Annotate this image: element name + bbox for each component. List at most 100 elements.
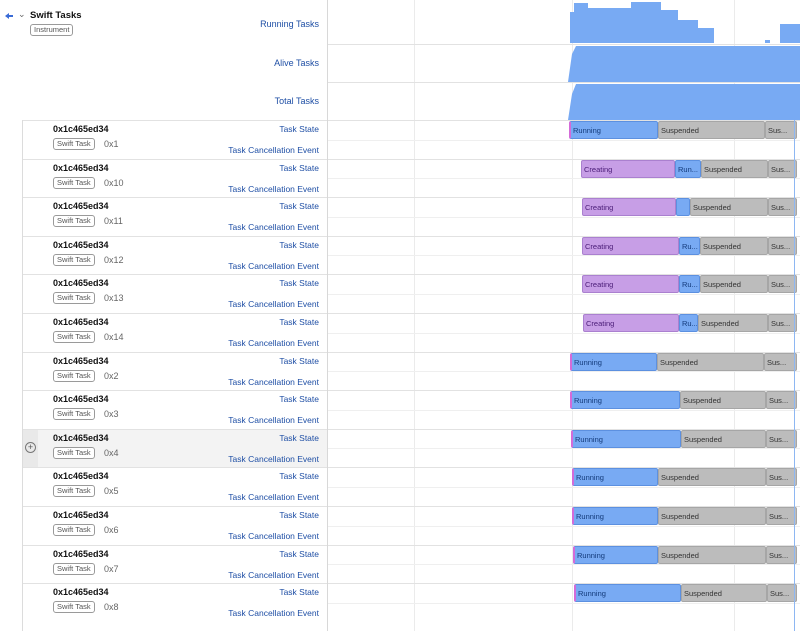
row-separator — [22, 313, 327, 314]
state-segment-creating[interactable]: Creating — [582, 236, 679, 255]
state-segment-creating[interactable]: Creating — [583, 314, 679, 332]
task-state-label[interactable]: Task State — [279, 201, 319, 212]
task-row[interactable]: 0x1c465ed34 Swift Task 0x2 Task State Ta… — [22, 352, 327, 391]
task-id: 0x11 — [104, 216, 123, 227]
state-segment-creating[interactable]: Creating — [581, 159, 675, 178]
state-segment-running[interactable]: Running — [571, 429, 681, 448]
state-segment-suspended[interactable]: Sus... — [768, 236, 797, 255]
task-cancellation-label[interactable]: Task Cancellation Event — [228, 183, 319, 194]
state-segment-suspended[interactable]: Sus... — [768, 314, 797, 332]
state-segment-suspended[interactable]: Suspended — [700, 236, 768, 255]
state-segment-suspended[interactable]: Sus... — [768, 159, 797, 178]
task-state-label[interactable]: Task State — [279, 239, 319, 250]
task-cancellation-label[interactable]: Task Cancellation Event — [228, 492, 319, 503]
panel-divider[interactable] — [327, 0, 328, 631]
task-row[interactable]: 0x1c465ed34 Swift Task 0x5 Task State Ta… — [22, 467, 327, 506]
state-segment-running[interactable]: Ru... — [679, 236, 700, 255]
state-segment-suspended[interactable]: Sus... — [765, 121, 797, 139]
state-segment-running[interactable]: Ru... — [679, 275, 700, 294]
task-row[interactable]: 0x1c465ed34 Swift Task 0x11 Task State T… — [22, 197, 327, 236]
task-cancellation-label[interactable]: Task Cancellation Event — [228, 260, 319, 271]
playhead-line[interactable] — [794, 120, 795, 631]
task-cancellation-label[interactable]: Task Cancellation Event — [228, 376, 319, 387]
task-row[interactable]: 0x1c465ed34 Swift Task 0x8 Task State Ta… — [22, 583, 327, 622]
state-segment-suspended[interactable]: Suspended — [658, 545, 766, 564]
task-state-label[interactable]: Task State — [279, 124, 319, 134]
state-segment-running[interactable]: Running — [573, 545, 658, 564]
task-address: 0x1c465ed34 — [53, 394, 109, 405]
track-label-total[interactable]: Total Tasks — [274, 96, 319, 106]
state-segment-suspended[interactable]: Suspended — [690, 198, 768, 217]
state-segment-suspended[interactable]: Sus... — [766, 391, 797, 410]
task-state-label[interactable]: Task State — [279, 587, 319, 598]
task-address: 0x1c465ed34 — [53, 201, 109, 212]
state-segment-suspended[interactable]: Suspended — [658, 121, 765, 139]
task-id: 0x1 — [104, 139, 119, 149]
task-state-label[interactable]: Task State — [279, 162, 319, 173]
state-segment-suspended[interactable]: Suspended — [680, 391, 766, 410]
task-state-label[interactable]: Task State — [279, 278, 319, 289]
state-segment-running[interactable]: Run... — [675, 159, 701, 178]
state-segment-running[interactable]: Running — [574, 584, 681, 603]
state-segment-suspended[interactable]: Suspended — [658, 507, 766, 525]
task-cancellation-label[interactable]: Task Cancellation Event — [228, 569, 319, 580]
task-state-label[interactable]: Task State — [279, 432, 319, 443]
state-segment-suspended[interactable]: Suspended — [681, 584, 767, 603]
state-segment-creating[interactable]: Creating — [582, 275, 679, 294]
state-segment-suspended[interactable]: Sus... — [767, 584, 797, 603]
task-row[interactable]: 0x1c465ed34 Swift Task 0x7 Task State Ta… — [22, 545, 327, 584]
task-cancellation-label[interactable]: Task Cancellation Event — [228, 145, 319, 155]
subrow-separator — [328, 371, 800, 373]
state-segment-suspended[interactable]: Suspended — [701, 159, 768, 178]
task-row[interactable]: 0x1c465ed34 Swift Task 0x3 Task State Ta… — [22, 390, 327, 429]
timeline[interactable]: Running Suspended Sus... Creating Run... Susp… — [328, 0, 800, 631]
state-segment-suspended[interactable]: Sus... — [764, 352, 797, 371]
subrow-separator — [328, 216, 800, 218]
task-cancellation-label[interactable]: Task Cancellation Event — [228, 415, 319, 426]
state-segment-suspended[interactable]: Sus... — [768, 198, 797, 217]
task-row[interactable]: 0x1c465ed34 Swift Task 0x14 Task State T… — [22, 313, 327, 352]
state-segment-running[interactable]: Running — [572, 468, 658, 487]
task-cancellation-label[interactable]: Task Cancellation Event — [228, 222, 319, 233]
state-segment-suspended[interactable]: Sus... — [766, 468, 797, 487]
task-state-label[interactable]: Task State — [279, 317, 319, 327]
task-state-label[interactable]: Task State — [279, 355, 319, 366]
task-row[interactable]: 0x1c465ed34 Swift Task 0x10 Task State T… — [22, 159, 327, 198]
task-row[interactable]: 0x1c465ed34 Swift Task 0x1 Task State Ta… — [22, 120, 327, 159]
state-segment-suspended[interactable]: Suspended — [657, 352, 764, 371]
disclosure-chevron-icon[interactable]: ⌄ — [18, 9, 26, 19]
state-segment-running[interactable]: Running — [572, 507, 658, 525]
task-state-label[interactable]: Task State — [279, 394, 319, 405]
task-state-label[interactable]: Task State — [279, 548, 319, 559]
task-state-label[interactable]: Task State — [279, 471, 319, 482]
state-segment-suspended[interactable]: Suspended — [700, 275, 768, 294]
state-segment-suspended[interactable]: Sus... — [766, 545, 797, 564]
task-row[interactable]: + 0x1c465ed34 Swift Task 0x4 Task State … — [22, 428, 327, 468]
task-cancellation-label[interactable]: Task Cancellation Event — [228, 608, 319, 619]
track-label-running[interactable]: Running Tasks — [260, 19, 319, 29]
task-row[interactable]: 0x1c465ed34 Swift Task 0x6 Task State Ta… — [22, 506, 327, 545]
task-id: 0x12 — [104, 254, 124, 265]
state-segment-suspended[interactable]: Suspended — [698, 314, 768, 332]
task-state-label[interactable]: Task State — [279, 510, 319, 520]
state-segment-suspended[interactable]: Sus... — [766, 507, 797, 525]
state-segment-suspended[interactable]: Sus... — [766, 429, 797, 448]
state-segment-suspended[interactable]: Sus... — [768, 275, 797, 294]
task-cancellation-label[interactable]: Task Cancellation Event — [228, 531, 319, 541]
state-segment-creating[interactable]: Creating — [582, 198, 676, 217]
task-cancellation-label[interactable]: Task Cancellation Event — [228, 453, 319, 464]
state-segment-running[interactable]: Running — [570, 352, 657, 371]
state-segment-running[interactable]: Running — [570, 391, 680, 410]
task-row[interactable]: 0x1c465ed34 Swift Task 0x13 Task State T… — [22, 274, 327, 313]
task-cancellation-label[interactable]: Task Cancellation Event — [228, 338, 319, 348]
task-row[interactable]: 0x1c465ed34 Swift Task 0x12 Task State T… — [22, 236, 327, 275]
add-track-icon[interactable]: + — [22, 428, 38, 467]
track-label-alive[interactable]: Alive Tasks — [274, 58, 319, 68]
state-segment-running[interactable]: Ru... — [679, 314, 698, 332]
state-segment-suspended[interactable]: Suspended — [658, 468, 766, 487]
state-segment-running[interactable]: Running — [569, 121, 658, 139]
state-segment-running[interactable] — [676, 198, 690, 217]
task-cancellation-label[interactable]: Task Cancellation Event — [228, 299, 319, 310]
state-segment-suspended[interactable]: Suspended — [681, 429, 766, 448]
row-separator — [22, 544, 327, 546]
